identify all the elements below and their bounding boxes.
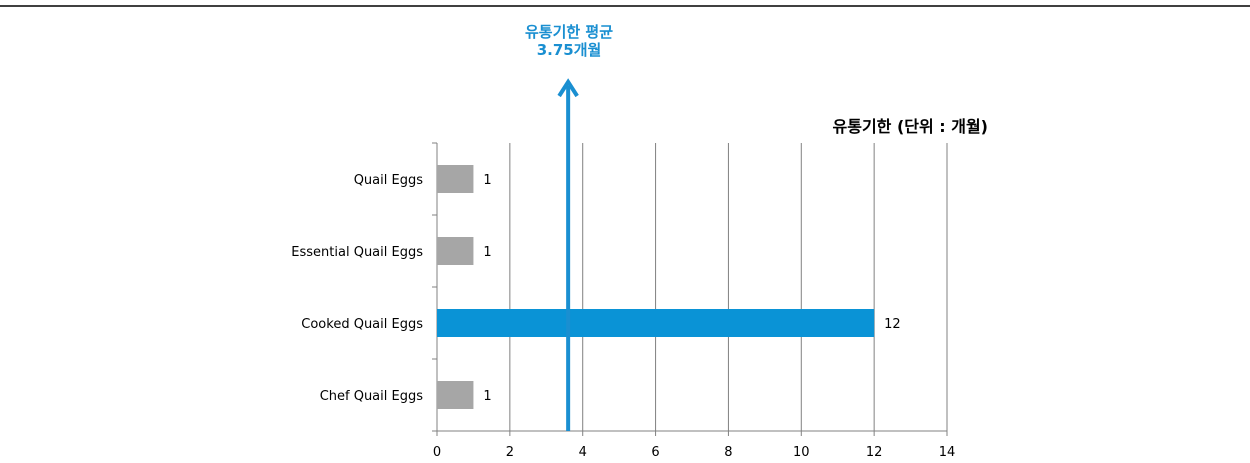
x-tick-label: 8 [724,445,732,460]
axis-layer: 0 2 4 6 8 10 12 14 Quail Eggs Essential Quail Egg… [291,142,956,460]
x-tick-label: 0 [433,445,441,460]
category-label: Chef Quail Eggs [320,389,424,404]
average-arrowhead [557,78,579,98]
x-tick-label: 4 [579,445,587,460]
category-label: Cooked Quail Eggs [301,317,423,332]
average-label-line2: 3.75개월 [537,41,602,59]
category-label: Essential Quail Eggs [291,245,423,260]
bar [437,381,474,409]
average-label-line1: 유통기한 평균 [525,23,613,41]
data-label: 1 [483,173,491,188]
x-tick-label: 12 [866,445,883,460]
x-tick-label: 6 [651,445,659,460]
bar-layer: 1 1 12 1 [437,165,901,409]
x-tick-label: 10 [793,445,810,460]
data-label: 12 [884,317,901,332]
data-label: 1 [483,245,491,260]
category-label: Quail Eggs [354,173,424,188]
x-tick-label: 2 [506,445,514,460]
bar [437,237,474,265]
data-label: 1 [483,389,491,404]
bar [437,165,474,193]
bar [437,309,875,337]
average-marker: 유통기한 평균 3.75개월 [525,23,613,431]
unit-label: 유통기한 (단위 : 개월) [833,117,989,136]
x-tick-label: 14 [939,445,956,460]
grid-layer [509,143,948,431]
